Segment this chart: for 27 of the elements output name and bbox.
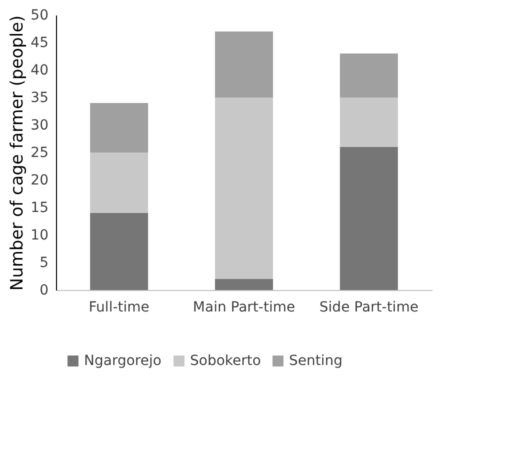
y-tick-label: 40 bbox=[30, 62, 48, 78]
y-tick-label: 5 bbox=[40, 255, 48, 271]
legend-label: Ngargorejo bbox=[84, 353, 162, 369]
bar bbox=[90, 103, 148, 152]
y-tick-label: 15 bbox=[30, 200, 48, 216]
y-tick-label: 10 bbox=[30, 228, 48, 244]
y-tick-label: 50 bbox=[30, 8, 48, 24]
x-tick-label: Full-time bbox=[88, 300, 150, 316]
bar bbox=[215, 98, 273, 279]
y-tick-label: 0 bbox=[40, 282, 48, 298]
y-tick-label: 20 bbox=[30, 172, 48, 188]
legend-label: Senting bbox=[289, 353, 343, 369]
y-tick-label: 30 bbox=[30, 118, 48, 134]
y-tick-label: 45 bbox=[30, 35, 48, 51]
bar bbox=[340, 147, 398, 290]
x-tick-label: Side Part-time bbox=[319, 300, 418, 316]
bar bbox=[90, 213, 148, 290]
bar bbox=[340, 98, 398, 147]
bar bbox=[215, 279, 273, 290]
x-tick-label: Main Part-time bbox=[192, 300, 296, 316]
y-tick-label: 35 bbox=[30, 90, 48, 106]
y-tick-label: 25 bbox=[30, 145, 48, 161]
bar bbox=[215, 32, 273, 98]
y-axis-title: Number of cage farmer (people) bbox=[8, 15, 28, 291]
bar bbox=[340, 54, 398, 98]
legend-label: Sobokerto bbox=[190, 353, 261, 369]
bar bbox=[90, 152, 148, 213]
